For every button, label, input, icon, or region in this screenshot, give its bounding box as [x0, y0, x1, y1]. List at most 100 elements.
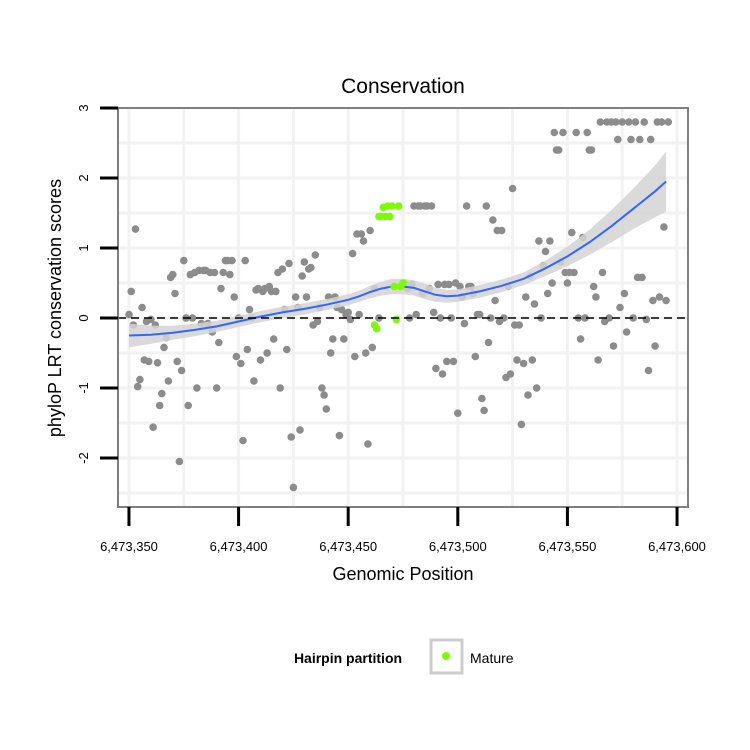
data-point	[239, 436, 247, 445]
data-point	[136, 375, 144, 384]
data-point	[351, 352, 359, 361]
data-point	[368, 343, 377, 352]
data-point	[245, 305, 254, 314]
y-tick-label: 2	[76, 174, 91, 181]
data-point	[605, 314, 613, 322]
data-point	[489, 216, 497, 224]
legend-title: Hairpin partition	[294, 650, 402, 666]
data-point	[158, 389, 166, 398]
legend-key-mature	[442, 652, 450, 660]
data-point	[269, 335, 278, 343]
x-tick-label: 6,473,500	[429, 539, 487, 554]
data-point	[660, 223, 668, 231]
y-axis: -2 -1 0 1 2 3	[76, 104, 118, 464]
data-point	[287, 433, 296, 441]
mature-point	[372, 324, 381, 333]
data-point	[193, 384, 201, 392]
mature-point	[386, 212, 394, 221]
data-point	[125, 310, 133, 319]
data-point	[131, 225, 140, 233]
data-point	[491, 296, 499, 305]
data-point	[447, 314, 456, 322]
data-point	[335, 431, 344, 440]
data-point	[550, 128, 559, 137]
data-point	[506, 370, 515, 378]
x-tick-label: 6,473,600	[648, 539, 706, 554]
data-point	[515, 321, 523, 329]
data-point	[592, 293, 600, 301]
data-point	[296, 426, 304, 434]
data-point	[311, 251, 320, 259]
data-point	[627, 135, 635, 144]
data-point	[581, 314, 589, 322]
data-point	[559, 128, 567, 137]
data-point	[226, 270, 234, 279]
data-point	[480, 406, 488, 415]
data-point	[644, 366, 653, 375]
chart-title: Conservation	[341, 75, 465, 98]
data-point	[625, 118, 633, 126]
data-point	[484, 338, 493, 347]
data-point	[300, 258, 309, 266]
data-point	[508, 184, 517, 193]
data-point	[169, 270, 177, 279]
data-point	[471, 352, 480, 361]
data-point	[412, 310, 421, 319]
data-point	[456, 282, 464, 291]
y-tick-label: 3	[76, 104, 91, 111]
data-point	[657, 118, 666, 126]
data-point	[138, 303, 146, 312]
x-axis-title: Genomic Position	[332, 564, 473, 584]
data-point	[568, 228, 576, 237]
data-point	[272, 287, 280, 296]
data-point	[212, 384, 221, 392]
data-point	[340, 335, 348, 343]
data-point	[278, 265, 287, 273]
data-point	[232, 352, 241, 361]
data-point	[230, 293, 238, 301]
data-point	[530, 300, 539, 308]
data-point	[618, 118, 626, 126]
data-point	[357, 230, 366, 238]
data-point	[524, 391, 532, 399]
mature-point	[388, 202, 396, 210]
data-point	[638, 273, 646, 282]
data-point	[298, 272, 307, 280]
mature-point	[390, 282, 399, 291]
data-point	[576, 335, 585, 343]
data-point	[611, 118, 620, 126]
data-point	[500, 314, 508, 322]
data-point	[631, 118, 640, 126]
data-point	[594, 356, 602, 364]
data-point	[616, 303, 624, 312]
data-point	[563, 279, 572, 287]
data-point	[548, 279, 556, 287]
data-point	[133, 382, 142, 391]
data-point	[177, 366, 186, 375]
data-point	[276, 384, 285, 392]
data-point	[462, 202, 471, 210]
data-point	[361, 349, 370, 357]
data-point	[454, 409, 462, 418]
data-point	[449, 357, 458, 366]
data-point	[250, 377, 258, 385]
legend-label-mature: Mature	[470, 650, 514, 666]
data-point	[320, 391, 328, 399]
data-point	[243, 345, 252, 354]
data-point	[460, 319, 469, 328]
data-point	[237, 359, 245, 368]
data-point	[153, 359, 162, 367]
data-point	[366, 226, 374, 235]
x-tick-label: 6,473,350	[100, 539, 158, 554]
data-point	[164, 377, 173, 385]
data-point	[184, 401, 192, 410]
data-point	[429, 308, 438, 317]
data-point	[642, 315, 651, 324]
data-point	[359, 237, 368, 245]
data-point	[329, 335, 337, 343]
data-point	[326, 349, 335, 357]
data-point	[583, 128, 591, 137]
y-tick-label: -1	[76, 382, 91, 394]
data-point	[572, 128, 580, 137]
